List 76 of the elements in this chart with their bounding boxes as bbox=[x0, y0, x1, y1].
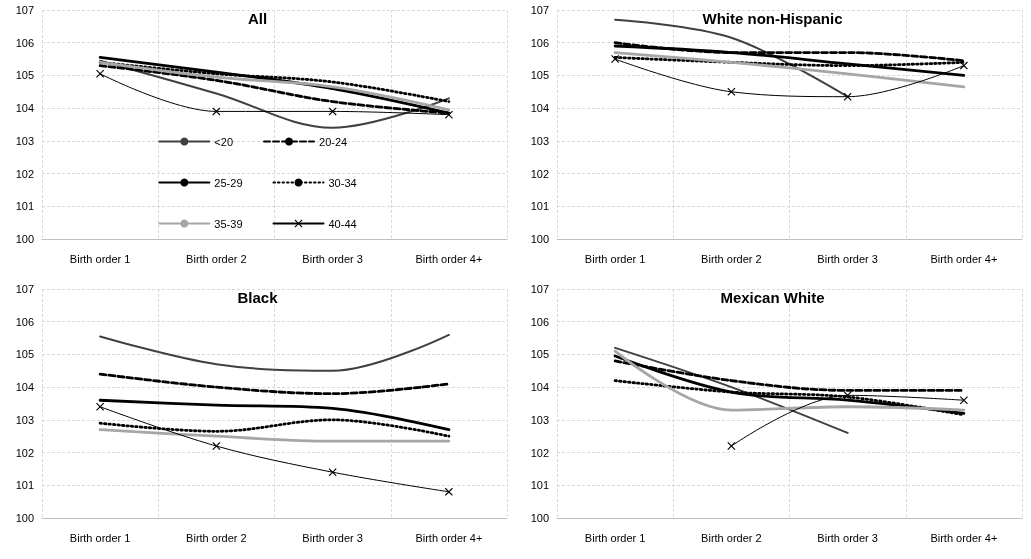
point bbox=[843, 92, 852, 101]
y-tick-label: 106 bbox=[15, 315, 34, 328]
y-tick-label: 107 bbox=[15, 4, 34, 16]
chart-title: All bbox=[247, 10, 268, 27]
line-series bbox=[98, 398, 451, 432]
x-tick-label: Birth order 1 bbox=[69, 531, 131, 544]
point bbox=[843, 391, 852, 400]
y-tick-label: 102 bbox=[530, 167, 549, 180]
y-tick-label: 103 bbox=[530, 134, 549, 147]
chart-title: Mexican White bbox=[720, 289, 825, 306]
y-tick-label: 107 bbox=[530, 4, 549, 16]
y-tick-label: 105 bbox=[530, 348, 549, 361]
line-series bbox=[99, 59, 450, 129]
point bbox=[727, 87, 736, 96]
point bbox=[727, 442, 736, 451]
point bbox=[96, 69, 105, 78]
point bbox=[959, 61, 968, 70]
x-tick-label: Birth order 4+ bbox=[415, 252, 483, 265]
y-tick-label: 107 bbox=[15, 283, 34, 295]
legend-label: <20 bbox=[214, 135, 234, 148]
point bbox=[212, 107, 221, 116]
y-tick-label: 103 bbox=[530, 413, 549, 426]
point bbox=[328, 468, 337, 477]
y-tick-label: 101 bbox=[15, 479, 34, 492]
y-tick-label: 107 bbox=[530, 283, 549, 295]
x-tick-label: Birth order 3 bbox=[817, 531, 878, 544]
y-tick-label: 102 bbox=[530, 446, 549, 459]
legend-label: 20-24 bbox=[319, 135, 348, 148]
x-tick-label: Birth order 1 bbox=[69, 252, 131, 265]
y-tick-label: 102 bbox=[15, 446, 34, 459]
point bbox=[444, 110, 453, 119]
x-tick-label: Birth order 2 bbox=[701, 531, 762, 544]
y-tick-label: 100 bbox=[530, 512, 549, 524]
x-tick-label: Birth order 1 bbox=[584, 252, 646, 265]
y-tick-label: 105 bbox=[15, 69, 34, 82]
legend-label: 25-29 bbox=[214, 176, 243, 189]
point bbox=[444, 487, 453, 496]
legend-label: 35-39 bbox=[214, 217, 243, 230]
point bbox=[328, 107, 337, 116]
x-tick-label: Birth order 4+ bbox=[930, 531, 998, 544]
x-tick-label: Birth order 3 bbox=[302, 531, 363, 544]
y-tick-label: 100 bbox=[15, 512, 34, 524]
y-tick-label: 105 bbox=[15, 348, 34, 361]
y-tick-label: 104 bbox=[15, 381, 34, 394]
y-tick-label: 103 bbox=[15, 413, 34, 426]
point bbox=[212, 442, 221, 451]
y-tick-label: 100 bbox=[530, 233, 549, 245]
y-tick-label: 106 bbox=[530, 36, 549, 49]
x-tick-label: Birth order 1 bbox=[584, 531, 646, 544]
x-tick-label: Birth order 4+ bbox=[415, 531, 483, 544]
y-tick-label: 101 bbox=[15, 200, 34, 213]
y-tick-label: 103 bbox=[15, 134, 34, 147]
x-tick-label: Birth order 2 bbox=[186, 252, 247, 265]
line-series bbox=[99, 333, 450, 372]
y-tick-label: 104 bbox=[530, 381, 549, 394]
y-tick-label: 104 bbox=[15, 102, 34, 115]
y-tick-label: 101 bbox=[530, 479, 549, 492]
x-tick-label: Birth order 2 bbox=[186, 531, 247, 544]
y-tick-label: 102 bbox=[15, 167, 34, 180]
y-tick-label: 106 bbox=[15, 36, 34, 49]
line-series bbox=[98, 372, 451, 396]
x-tick-label: Birth order 4+ bbox=[930, 252, 998, 265]
y-tick-label: 100 bbox=[15, 233, 34, 245]
point bbox=[96, 402, 105, 411]
chart-title: White non-Hispanic bbox=[702, 10, 843, 27]
x-tick-label: Birth order 3 bbox=[302, 252, 363, 265]
legend-label: 30-34 bbox=[328, 176, 357, 189]
y-tick-label: 106 bbox=[530, 315, 549, 328]
x-tick-label: Birth order 2 bbox=[701, 252, 762, 265]
x-tick-label: Birth order 3 bbox=[817, 252, 878, 265]
legend-label: 40-44 bbox=[328, 217, 357, 230]
point bbox=[959, 396, 968, 405]
y-tick-label: 105 bbox=[530, 69, 549, 82]
chart-title: Black bbox=[237, 289, 279, 306]
y-tick-label: 104 bbox=[530, 102, 549, 115]
y-tick-label: 101 bbox=[530, 200, 549, 213]
